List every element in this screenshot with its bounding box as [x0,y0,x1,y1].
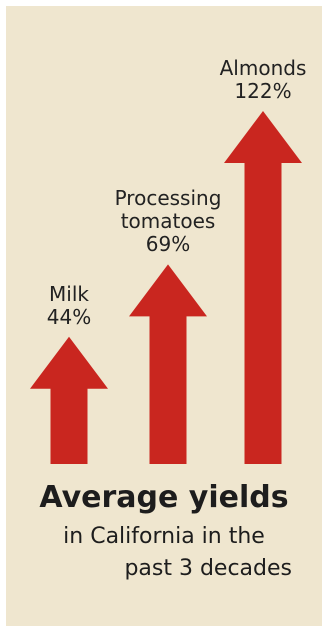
arrow-chart [30,111,302,464]
chart-panel: Milk 44% Processing tomatoes 69% Almonds 122% … [6,6,322,626]
value-label-2: 69% [145,232,191,257]
value-label-1: 44% [46,304,92,329]
chart-subtitle-line-2: past 3 decades [124,556,292,581]
value-label-3: 122% [234,79,292,103]
arrow-bar-1 [30,336,108,464]
category-label-1-line-1: Milk [49,281,89,306]
category-label-2-line-1: Processing [114,186,222,211]
chart-subtitle-line-1: in California in the [63,524,265,549]
arrow-bar-2 [129,264,207,464]
arrow-bar-3 [224,111,302,464]
chart-title: Average yields [39,480,289,515]
category-label-2-line-2: tomatoes [120,209,216,234]
category-label-3-line-1: Almonds [219,56,307,80]
